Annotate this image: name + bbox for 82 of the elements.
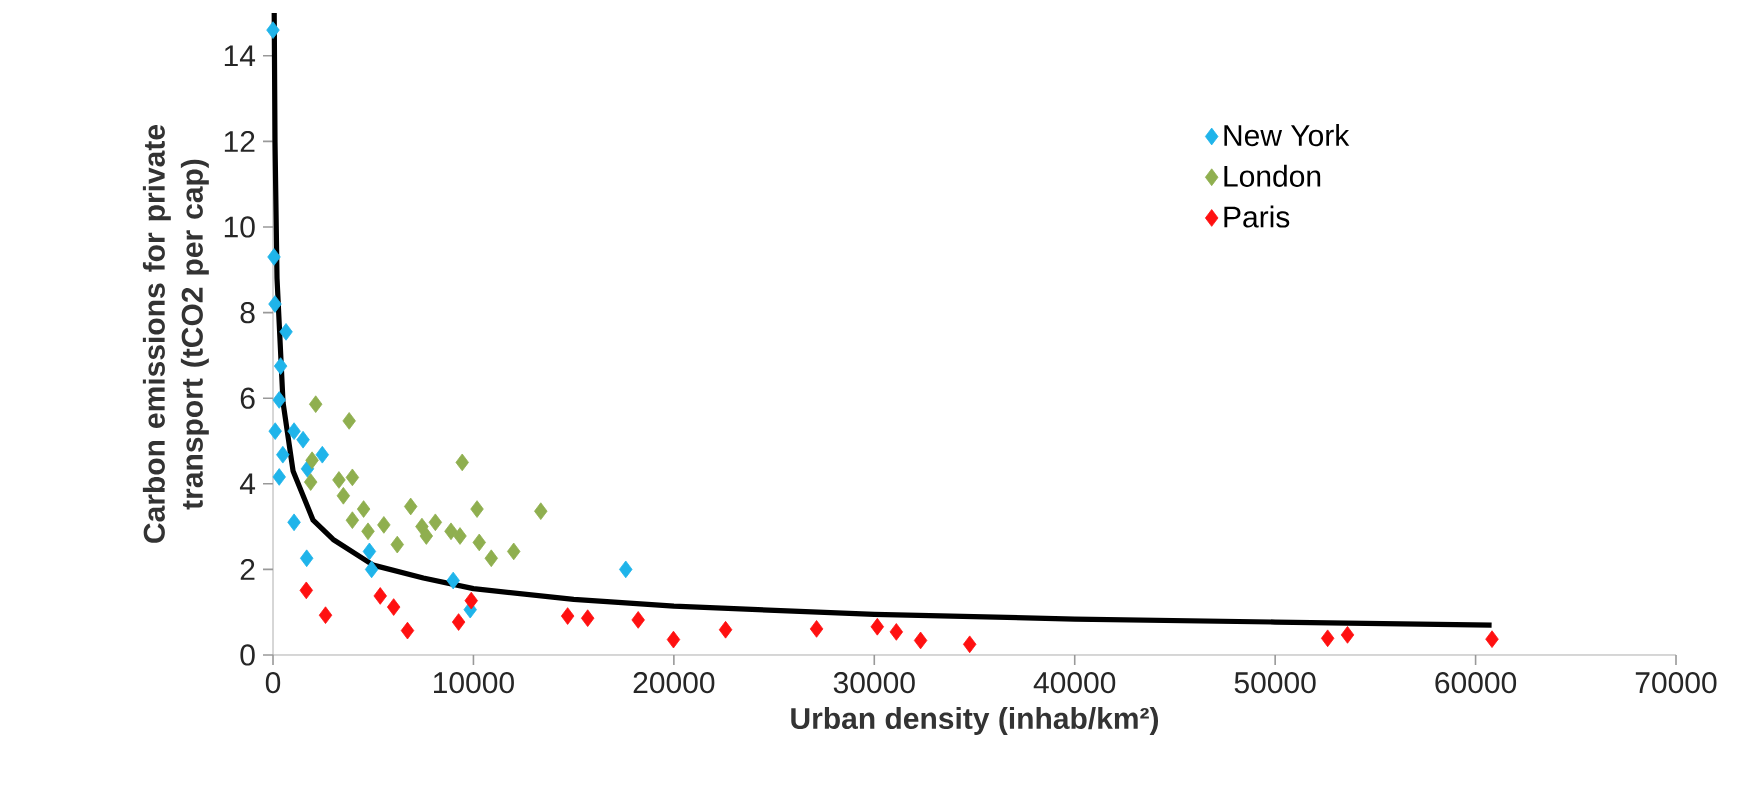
point	[267, 248, 281, 266]
y-tick-label: 8	[240, 301, 255, 324]
point	[666, 630, 681, 649]
point	[889, 623, 904, 641]
point	[386, 598, 401, 616]
x-tick-label: 40000	[1033, 672, 1116, 694]
point	[870, 617, 884, 636]
point	[470, 500, 484, 518]
y-tick-label: 6	[240, 387, 255, 409]
y-tick-label: 14	[224, 45, 256, 67]
point	[404, 497, 418, 516]
point	[318, 606, 333, 624]
point	[266, 21, 280, 39]
point	[279, 323, 293, 341]
point	[272, 391, 286, 409]
point	[619, 560, 633, 579]
point	[963, 635, 977, 654]
legend-label: London	[1224, 164, 1321, 187]
point	[453, 527, 467, 545]
x-tick-label: 0	[265, 672, 281, 694]
point	[362, 542, 377, 561]
y-tick-label: 4	[239, 473, 256, 495]
x-tick-label: 20000	[633, 672, 715, 694]
y-tick-label: 2	[240, 558, 255, 580]
point	[1320, 629, 1335, 648]
y-tick-label: 10	[224, 216, 255, 238]
point	[809, 620, 824, 638]
point	[287, 513, 301, 532]
x-tick-label: 60000	[1435, 672, 1517, 694]
x-tick-label: 30000	[833, 672, 915, 694]
point	[345, 468, 360, 487]
point	[272, 468, 286, 486]
point	[1485, 630, 1499, 648]
point	[296, 430, 310, 449]
point	[718, 620, 733, 639]
x-axis-title: Urban density (inhab/km²)	[791, 707, 1159, 735]
point	[276, 445, 290, 464]
point	[580, 609, 595, 627]
legend-label: New York	[1224, 124, 1350, 147]
point	[428, 513, 443, 532]
point	[361, 522, 375, 541]
point	[484, 549, 498, 568]
y-tick-label: 12	[224, 130, 255, 152]
point	[303, 473, 318, 491]
point	[345, 511, 360, 529]
point	[299, 581, 313, 600]
point	[400, 621, 415, 640]
point	[472, 533, 486, 552]
y-tick-label: 0	[240, 644, 255, 666]
point	[336, 486, 351, 505]
x-tick-label: 70000	[1635, 672, 1717, 694]
point	[419, 527, 434, 545]
point	[305, 451, 319, 470]
point	[464, 591, 478, 610]
point	[268, 295, 282, 313]
point	[309, 395, 323, 413]
point	[444, 522, 458, 541]
point	[1340, 626, 1355, 644]
point	[455, 453, 469, 472]
point	[332, 471, 346, 489]
point	[451, 613, 466, 631]
point	[507, 542, 521, 561]
point	[356, 500, 371, 518]
point	[390, 535, 404, 554]
y-axis-title: Carbon emissions for private transport (tCO2 per cap)	[142, 125, 209, 543]
point	[560, 607, 575, 625]
point	[287, 422, 301, 440]
point	[268, 422, 282, 440]
point	[373, 587, 387, 605]
point	[364, 560, 379, 579]
point	[377, 516, 391, 534]
point	[534, 502, 548, 520]
point	[273, 357, 288, 375]
point	[299, 549, 314, 568]
point	[913, 631, 928, 650]
point	[446, 571, 460, 590]
x-tick-label: 50000	[1234, 672, 1316, 694]
x-tick-label: 10000	[434, 672, 514, 694]
legend-label: Paris	[1224, 205, 1290, 228]
point	[342, 412, 356, 430]
point	[315, 445, 330, 464]
point	[631, 611, 645, 629]
